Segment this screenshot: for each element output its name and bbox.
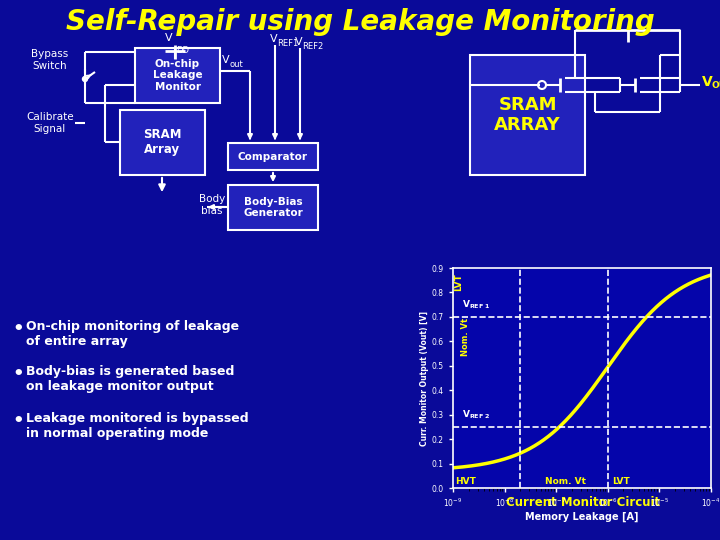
FancyBboxPatch shape	[228, 143, 318, 170]
Text: Leakage monitored is bypassed
in normal operating mode: Leakage monitored is bypassed in normal …	[26, 412, 248, 440]
Text: Bypass
Switch: Bypass Switch	[32, 49, 68, 71]
Text: REF1: REF1	[277, 39, 298, 48]
Text: Nom. Vt: Nom. Vt	[545, 477, 586, 485]
Text: Comparator: Comparator	[238, 152, 308, 161]
Text: REF2: REF2	[302, 42, 323, 51]
Text: On-chip
Leakage
Monitor: On-chip Leakage Monitor	[153, 59, 202, 92]
Text: out: out	[229, 60, 243, 69]
Text: Current Monitor Circuit: Current Monitor Circuit	[506, 496, 660, 509]
Text: •: •	[12, 412, 24, 430]
Text: DD: DD	[176, 46, 189, 55]
Text: V: V	[222, 55, 230, 65]
Text: $\mathbf{V_{REF\ 1}}$: $\mathbf{V_{REF\ 1}}$	[462, 298, 490, 311]
Text: Self-Repair using Leakage Monitoring: Self-Repair using Leakage Monitoring	[66, 8, 654, 36]
Text: V: V	[166, 33, 173, 43]
Y-axis label: Curr. Monitor Output (Vout) [V]: Curr. Monitor Output (Vout) [V]	[420, 310, 429, 446]
Text: OUT: OUT	[711, 82, 720, 91]
Text: Body-Bias
Generator: Body-Bias Generator	[243, 197, 303, 218]
Text: Nom. Vt: Nom. Vt	[461, 318, 469, 355]
Text: LVT: LVT	[612, 477, 629, 485]
Text: SRAM
Array: SRAM Array	[143, 129, 181, 157]
Text: LVT: LVT	[454, 273, 463, 291]
Text: Body
bias: Body bias	[199, 194, 225, 216]
Circle shape	[83, 77, 88, 82]
FancyBboxPatch shape	[228, 185, 318, 230]
Text: V: V	[295, 37, 302, 47]
Text: $\mathbf{V_{REF\ 2}}$: $\mathbf{V_{REF\ 2}}$	[462, 408, 490, 421]
FancyBboxPatch shape	[135, 48, 220, 103]
Text: Body-bias is generated based
on leakage monitor output: Body-bias is generated based on leakage …	[26, 365, 235, 393]
Text: V: V	[702, 75, 713, 89]
Text: On-chip monitoring of leakage
of entire array: On-chip monitoring of leakage of entire …	[26, 320, 239, 348]
Text: SRAM
ARRAY: SRAM ARRAY	[494, 96, 561, 134]
X-axis label: Memory Leakage [A]: Memory Leakage [A]	[526, 512, 639, 523]
Text: •: •	[12, 365, 24, 383]
Text: V: V	[270, 34, 278, 44]
FancyBboxPatch shape	[120, 110, 205, 175]
Text: •: •	[12, 320, 24, 338]
FancyBboxPatch shape	[470, 55, 585, 175]
Text: HVT: HVT	[455, 477, 476, 485]
Text: Calibrate
Signal: Calibrate Signal	[26, 112, 74, 134]
